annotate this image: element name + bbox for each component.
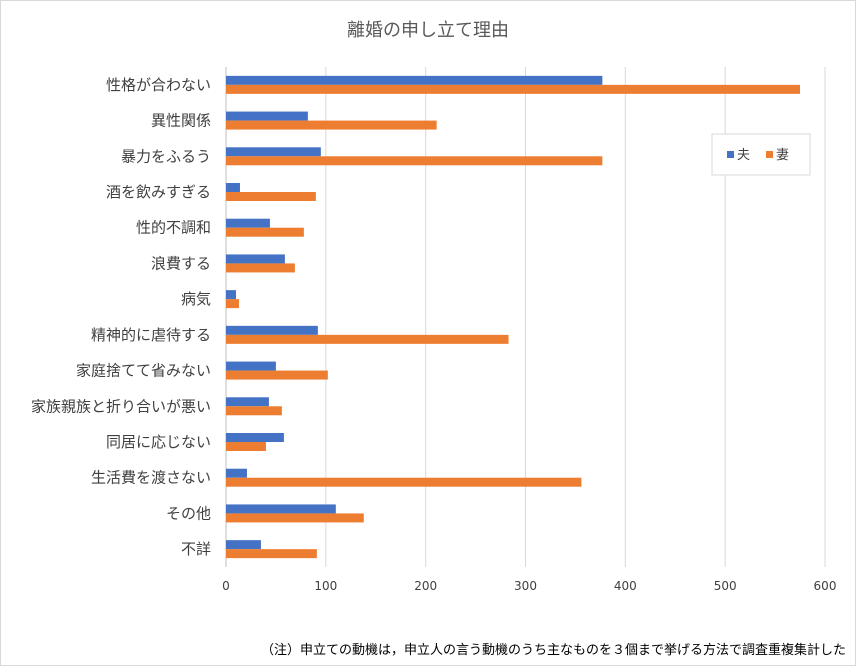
category-label: 生活費を渡さない [91, 469, 211, 487]
category-label: 家庭捨てて省みない [76, 362, 211, 380]
category-label: 病気 [181, 290, 211, 308]
category-label: 浪費する [151, 254, 211, 272]
category-label: 不詳 [181, 540, 211, 558]
bar-wife [226, 192, 316, 201]
bar-husband [226, 361, 276, 371]
bar-wife [226, 263, 295, 273]
bar-wife [226, 84, 801, 94]
category-label: 精神的に虐待する [91, 326, 211, 344]
bar-wife [226, 299, 239, 309]
legend-box [711, 133, 811, 176]
bar-husband [226, 433, 284, 442]
legend-swatch [766, 151, 773, 158]
x-tick-label: 200 [414, 579, 437, 593]
x-tick-label: 0 [222, 579, 230, 593]
bar-husband [226, 290, 236, 300]
bar-wife [226, 370, 328, 380]
bar-husband [226, 147, 321, 157]
bar-husband [226, 468, 247, 478]
category-label: 性的不調和 [136, 219, 211, 237]
footnote: （注）申立ての動機は，申立人の言う動機のうち主なものを３個まで挙げる方法で調査重… [260, 643, 846, 658]
legend-swatch [727, 151, 734, 158]
bar-wife [226, 227, 304, 237]
bar-husband [226, 540, 261, 550]
bar-wife [226, 120, 437, 130]
bar-husband [226, 75, 603, 85]
x-tick-label: 400 [614, 579, 637, 593]
bar-wife [226, 477, 582, 487]
category-label: 異性関係 [151, 112, 211, 130]
category-label: 家族親族と折り合いが悪い [31, 397, 211, 415]
category-label: 性格が合わない [106, 76, 211, 94]
bar-husband [226, 254, 285, 264]
bar-husband [226, 183, 240, 192]
bar-wife [226, 549, 317, 559]
legend-label: 夫 [737, 148, 750, 163]
x-tick-label: 100 [314, 579, 337, 593]
x-tick-label: 600 [814, 579, 837, 593]
category-label: その他 [166, 504, 211, 522]
legend-label: 妻 [776, 148, 789, 163]
bar-husband [226, 111, 308, 121]
bar-wife [226, 513, 364, 523]
chart-title: 離婚の申し立て理由 [347, 20, 509, 41]
category-label: 暴力をふるう [121, 147, 211, 165]
bar-wife [226, 334, 509, 344]
bar-wife [226, 442, 266, 451]
bar-wife [226, 406, 282, 416]
x-tick-label: 300 [514, 579, 537, 593]
bar-husband [226, 218, 270, 228]
bar-wife [226, 156, 603, 166]
x-tick-label: 500 [714, 579, 737, 593]
bar-husband [226, 397, 269, 407]
category-label: 同居に応じない [106, 433, 211, 451]
bar-husband [226, 325, 318, 335]
category-label: 酒を飲みすぎる [106, 183, 211, 201]
bar-husband [226, 504, 336, 514]
